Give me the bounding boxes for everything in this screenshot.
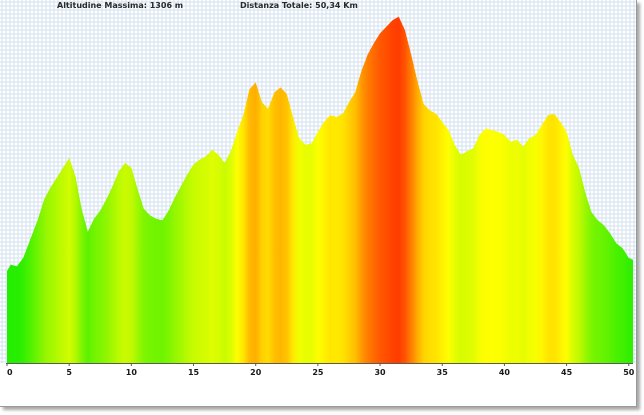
x-tick-label: 25 (312, 368, 324, 377)
chart-plot-area (7, 16, 633, 363)
x-tick-label: 10 (126, 368, 138, 377)
total-distance-label: Distanza Totale: 50,34 Km (240, 1, 358, 10)
x-tick-label: 30 (374, 368, 386, 377)
elevation-area (7, 16, 633, 363)
x-tick-label: 50 (623, 368, 635, 377)
elevation-profile-window: 0 5 10 15 20 25 30 35 40 45 50 Altitudine Massima:… (0, 0, 637, 407)
x-axis: 0 5 10 15 20 25 30 35 40 45 50 (6, 363, 635, 377)
x-tick-label: 0 (7, 368, 13, 377)
x-tick-label: 20 (250, 368, 262, 377)
x-tick-label: 40 (499, 368, 511, 377)
elevation-chart: 0 5 10 15 20 25 30 35 40 45 50 (0, 0, 636, 377)
x-tick-label: 15 (188, 368, 200, 377)
x-tick-label: 35 (437, 368, 449, 377)
x-tick-label: 45 (561, 368, 573, 377)
max-altitude-label: Altitudine Massima: 1306 m (57, 1, 184, 10)
x-tick-label: 5 (66, 368, 72, 377)
